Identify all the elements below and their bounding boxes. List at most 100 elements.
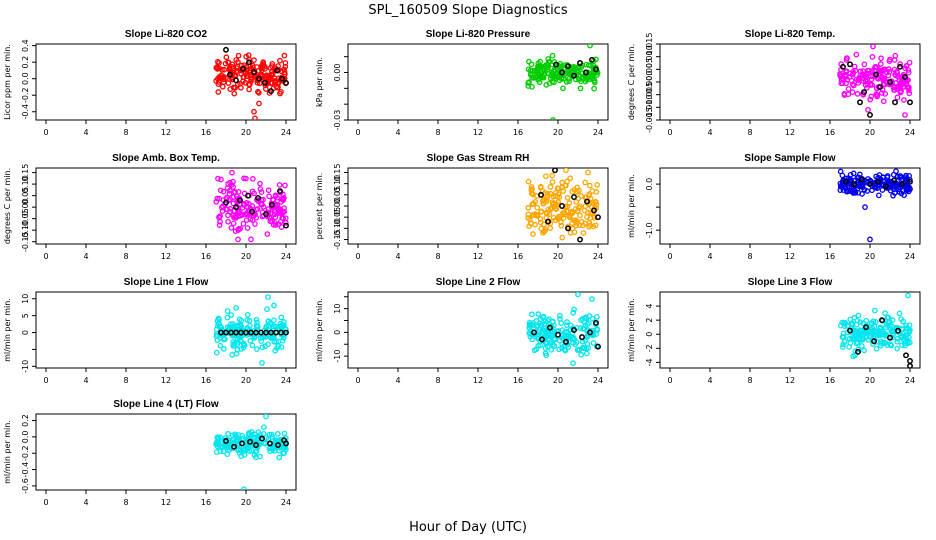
- y-axis-label: ml/min per min.: [3, 298, 12, 362]
- black-point: [577, 60, 583, 66]
- outlier-point: [263, 414, 269, 420]
- data-point: [844, 322, 851, 329]
- data-point: [837, 168, 844, 175]
- data-point: [563, 322, 570, 329]
- data-point: [901, 79, 907, 86]
- data-point: [537, 216, 544, 222]
- panel-title: Slope Li-820 CO2: [125, 29, 208, 40]
- data-point: [526, 58, 532, 65]
- data-point: [855, 312, 862, 319]
- data-point: [235, 52, 242, 59]
- black-point: [563, 338, 569, 345]
- data-point: [215, 89, 222, 95]
- x-tick-label: 24: [593, 128, 603, 137]
- data-point: [240, 220, 247, 227]
- y-tick-label: -0.10: [333, 218, 342, 239]
- data-point: [549, 52, 556, 59]
- outlier-point: [256, 100, 262, 107]
- black-point: [571, 72, 577, 79]
- data-point: [585, 345, 591, 351]
- black-point: [855, 348, 861, 355]
- data-point: [214, 440, 221, 446]
- data-point: [892, 52, 899, 59]
- data-point: [281, 208, 288, 215]
- black-point: [277, 188, 283, 194]
- black-point: [589, 56, 595, 63]
- data-point: [878, 90, 885, 96]
- data-point: [850, 70, 857, 77]
- data-point: [213, 199, 220, 205]
- data-point: [525, 204, 532, 211]
- data-point: [249, 342, 256, 349]
- x-tick-label: 16: [513, 128, 523, 137]
- y-tick-label: 0.010: [645, 45, 654, 68]
- data-point: [894, 338, 901, 345]
- y-tick-label: 10: [333, 304, 342, 314]
- data-point: [550, 318, 556, 325]
- panel-9: Slope Line 3 Flow ml/min per min. 0 4 8 12 16 2…: [627, 277, 921, 385]
- black-point: [887, 79, 893, 85]
- data-point: [282, 182, 288, 189]
- data-point: [869, 82, 875, 88]
- data-point: [861, 61, 868, 68]
- black-point: [256, 75, 262, 82]
- data-point: [903, 322, 909, 329]
- x-tick-label: 20: [865, 128, 875, 137]
- data-point: [589, 315, 596, 322]
- data-point: [872, 64, 878, 71]
- data-point: [575, 76, 582, 83]
- data-point: [850, 82, 857, 89]
- scatter-points: [213, 414, 289, 490]
- black-point: [903, 352, 909, 359]
- x-tick-label: 4: [395, 128, 400, 137]
- data-point: [587, 210, 594, 216]
- data-point: [869, 54, 876, 60]
- data-point: [280, 215, 287, 222]
- data-point: [282, 219, 289, 226]
- data-point: [839, 319, 846, 326]
- y-tick-label: 2: [645, 318, 654, 323]
- x-tick-label: 0: [43, 252, 48, 261]
- data-point: [530, 200, 537, 207]
- data-point: [529, 336, 536, 343]
- data-point: [234, 438, 241, 445]
- y-tick-label: -0.015: [645, 107, 654, 133]
- black-point: [268, 88, 274, 95]
- data-point: [537, 219, 544, 226]
- data-point: [213, 449, 220, 455]
- outlier-point: [575, 292, 581, 298]
- data-point: [274, 431, 281, 437]
- data-point: [547, 184, 554, 190]
- data-point: [558, 222, 565, 229]
- data-point: [590, 340, 597, 346]
- data-point: [217, 187, 224, 194]
- data-point: [261, 424, 267, 431]
- data-point: [570, 309, 577, 316]
- black-point: [877, 84, 883, 91]
- x-tick-label: 12: [473, 376, 483, 385]
- data-point: [902, 65, 909, 72]
- x-tick-label: 4: [83, 128, 88, 137]
- outlier-point: [248, 236, 254, 243]
- data-point: [251, 190, 257, 197]
- data-point: [856, 171, 863, 178]
- data-point: [875, 182, 881, 189]
- black-point: [552, 168, 558, 174]
- data-point: [229, 64, 235, 70]
- data-point: [567, 229, 574, 236]
- data-point: [846, 336, 853, 342]
- outlier-point: [271, 302, 277, 309]
- x-tick-label: 12: [161, 252, 171, 261]
- outlier-point: [560, 85, 566, 92]
- data-point: [538, 73, 545, 80]
- data-point: [859, 184, 866, 191]
- outlier-point: [260, 44, 264, 45]
- black-point: [263, 211, 269, 218]
- x-tick-label: 0: [355, 128, 360, 137]
- data-point: [525, 80, 532, 86]
- x-tick-label: 4: [395, 376, 400, 385]
- y-tick-label: 0.2: [21, 56, 30, 69]
- data-point: [268, 431, 275, 438]
- y-axis-label: degrees C per min.: [627, 44, 636, 120]
- black-point: [595, 343, 601, 350]
